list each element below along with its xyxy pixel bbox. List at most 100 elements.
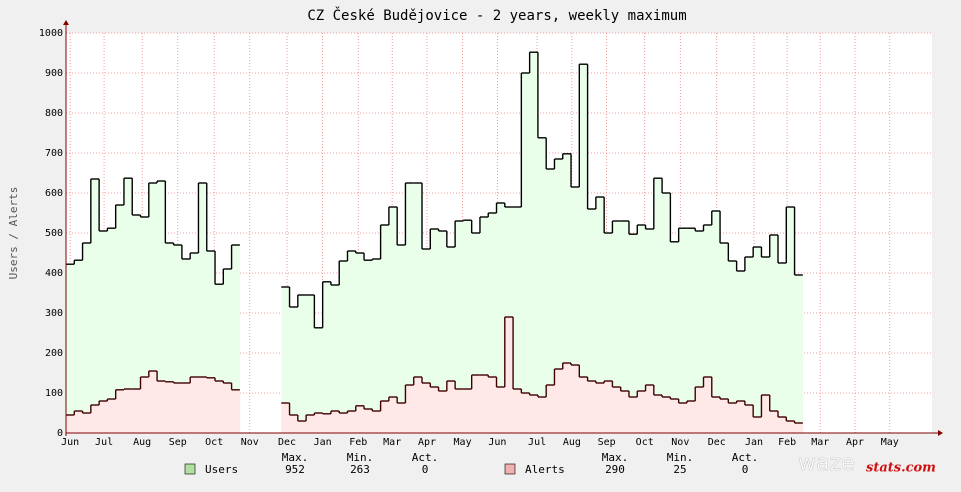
area-step: [513, 207, 522, 433]
area-step: [653, 395, 663, 433]
area-step: [736, 401, 746, 433]
legend-stat-header: Min.: [347, 451, 374, 464]
area-step: [645, 229, 655, 433]
legend-swatch: [504, 463, 516, 475]
area-step: [695, 231, 704, 433]
area-step: [107, 399, 116, 433]
area-step: [198, 183, 208, 433]
area-step: [215, 284, 224, 433]
area-step: [355, 253, 365, 433]
legend-stat-header: Act.: [412, 451, 439, 464]
x-tick-label: May: [454, 437, 472, 448]
legend-swatch: [184, 463, 196, 475]
area-step: [413, 377, 423, 433]
legend-stat-header: Max.: [282, 451, 309, 464]
area-step: [223, 269, 232, 433]
legend-stat-value: 0: [742, 463, 749, 476]
area-step: [786, 421, 795, 433]
area-step: [123, 178, 133, 433]
area-step: [405, 183, 415, 433]
x-tick-label: Feb: [349, 437, 367, 448]
area-step: [314, 327, 323, 433]
area-step: [198, 377, 208, 433]
area-step: [74, 260, 83, 433]
area-step: [653, 178, 663, 433]
area-step: [711, 211, 721, 433]
area-step: [728, 403, 737, 433]
y-tick-label: 200: [45, 348, 63, 359]
area-step: [670, 399, 679, 433]
area-step: [678, 403, 688, 433]
area-step: [405, 385, 415, 433]
area-step: [215, 381, 224, 433]
area-step: [720, 399, 729, 433]
area-step: [99, 231, 108, 433]
legend-stat-header: Act.: [732, 451, 759, 464]
area-step: [595, 197, 605, 433]
area-step: [546, 169, 555, 433]
area-step: [347, 251, 357, 433]
x-tick-label: Aug: [133, 437, 151, 448]
area-step: [769, 235, 779, 433]
area-step: [736, 271, 746, 433]
area-step: [670, 241, 679, 433]
area-step: [132, 215, 141, 433]
area-step: [463, 389, 472, 433]
area-step: [753, 417, 762, 433]
area-step: [430, 229, 439, 433]
area-step: [778, 417, 787, 433]
area-step: [297, 421, 307, 433]
x-tick-label: Jul: [528, 437, 546, 448]
area-step: [612, 387, 622, 433]
area-step: [388, 207, 398, 433]
area-step: [422, 249, 431, 433]
area-step: [115, 389, 125, 433]
area-step: [504, 317, 514, 433]
area-step: [479, 375, 489, 433]
legend-stat-value: 263: [350, 463, 370, 476]
area-step: [513, 389, 522, 433]
area-step: [140, 377, 150, 433]
legend-stat-header: Max.: [602, 451, 629, 464]
area-step: [620, 221, 630, 433]
area-step: [397, 403, 406, 433]
area-step: [231, 389, 241, 433]
area-step: [769, 411, 779, 433]
x-tick-label: Jan: [745, 437, 763, 448]
area-step: [637, 225, 646, 433]
area-step: [455, 221, 464, 433]
area-step: [438, 391, 448, 433]
area-step: [422, 383, 431, 433]
area-step: [695, 387, 704, 433]
area-step: [99, 401, 108, 433]
area-step: [628, 234, 638, 433]
x-tick-label: Apr: [418, 437, 436, 448]
area-step: [786, 207, 795, 433]
area-step: [446, 381, 456, 433]
area-step: [579, 64, 588, 433]
y-tick-label: 900: [45, 68, 63, 79]
area-step: [753, 247, 762, 433]
area-step: [74, 411, 83, 433]
area-step: [355, 405, 365, 433]
area-step: [297, 295, 307, 433]
area-step: [744, 405, 754, 433]
area-step: [339, 413, 348, 433]
legend-stat-value: 290: [605, 463, 625, 476]
logo-text: waze: [798, 451, 855, 476]
y-tick-label: 500: [45, 228, 63, 239]
area-step: [637, 391, 646, 433]
area-step: [289, 415, 299, 433]
area-step: [662, 193, 671, 433]
area-step: [132, 389, 141, 433]
logo-text: stats.com: [866, 461, 936, 476]
area-step: [645, 385, 655, 433]
area-step: [190, 253, 199, 433]
x-tick-label: Jan: [314, 437, 332, 448]
area-step: [562, 363, 572, 433]
area-step: [471, 233, 481, 433]
x-tick-label: Mar: [811, 437, 829, 448]
area-step: [372, 259, 381, 433]
chart-title: CZ České Budějovice - 2 years, weekly ma…: [307, 6, 686, 24]
axis-arrow: [63, 20, 69, 25]
